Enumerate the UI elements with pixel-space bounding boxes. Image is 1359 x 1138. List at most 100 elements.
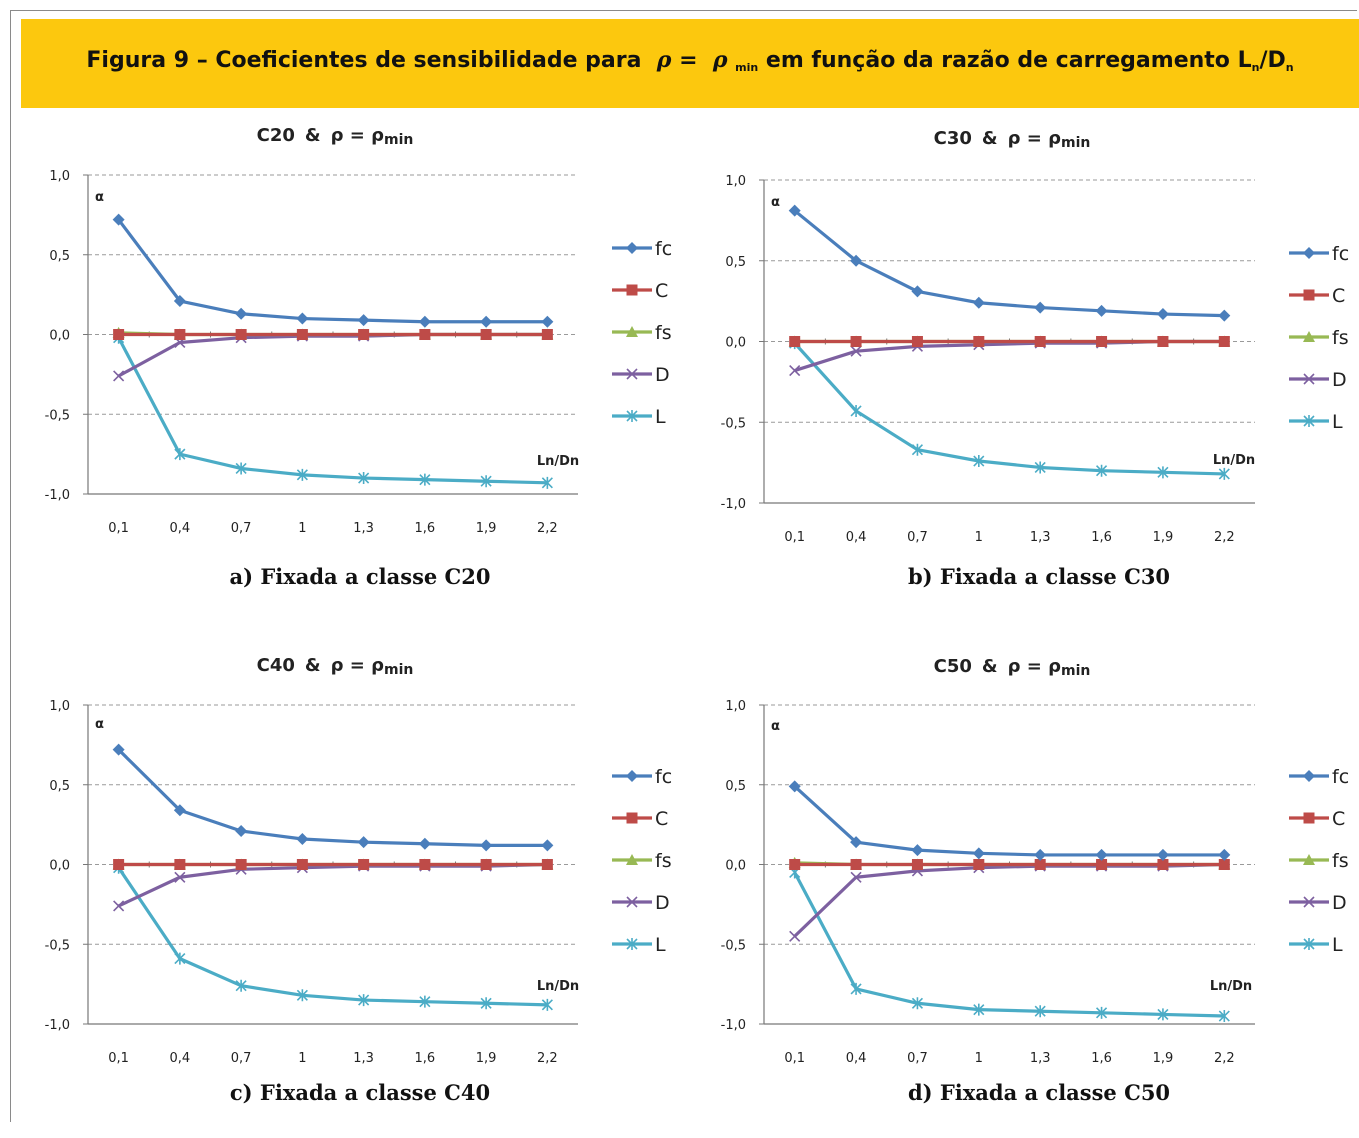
data-point-C bbox=[358, 329, 370, 340]
legend-item-D: D bbox=[1289, 369, 1347, 391]
legend-item-fc: fc bbox=[612, 766, 672, 788]
data-point-D bbox=[789, 365, 801, 377]
legend-item-fc: fc bbox=[1289, 766, 1349, 788]
data-point-fc bbox=[1218, 309, 1231, 322]
data-point-C bbox=[1218, 859, 1230, 870]
data-point-fc bbox=[1034, 848, 1047, 861]
data-point-C bbox=[174, 859, 186, 870]
data-point-L bbox=[1095, 1006, 1108, 1019]
data-point-L bbox=[480, 475, 492, 488]
data-point-D bbox=[113, 370, 125, 382]
x-tick-label: 1 bbox=[975, 530, 983, 545]
legend-label: fs bbox=[655, 322, 672, 344]
series-line-fc bbox=[117, 748, 548, 847]
data-point-D bbox=[789, 930, 801, 942]
y-tick-label: 0,5 bbox=[49, 249, 70, 264]
series-L bbox=[113, 331, 553, 489]
data-point-C bbox=[113, 859, 125, 870]
legend-label: fs bbox=[1332, 327, 1349, 349]
data-point-fc bbox=[788, 780, 801, 793]
x-tick-label: 1 bbox=[975, 1051, 983, 1066]
caption-d: d) Fixada a classe C50 bbox=[907, 1080, 1171, 1105]
data-point-fc bbox=[480, 839, 493, 852]
legend-label: fs bbox=[655, 850, 672, 872]
data-point-C bbox=[789, 336, 801, 347]
data-point-fc bbox=[972, 847, 985, 860]
legend-marker-C bbox=[1303, 812, 1315, 824]
x-tick-label: 1,9 bbox=[476, 521, 497, 536]
data-point-C bbox=[296, 859, 308, 870]
data-point-fc bbox=[112, 213, 125, 226]
legend-item-C: C bbox=[1289, 285, 1345, 307]
series-line-L bbox=[793, 342, 1225, 476]
data-point-fc bbox=[1095, 848, 1108, 861]
legend-marker-D bbox=[626, 896, 638, 908]
series-line-fc bbox=[793, 785, 1225, 857]
x-tick-label: 0,7 bbox=[231, 1051, 252, 1066]
chart-title: C40 & ρ = ρmin bbox=[257, 655, 414, 678]
legend-label: L bbox=[655, 406, 666, 428]
data-point-C bbox=[1034, 336, 1046, 347]
series-D bbox=[789, 858, 1230, 942]
x-tick-label: 1,3 bbox=[353, 521, 374, 536]
data-point-fc bbox=[112, 743, 125, 756]
legend-label: fs bbox=[1332, 850, 1349, 872]
data-point-fc bbox=[296, 312, 309, 325]
data-point-fc bbox=[1156, 308, 1169, 321]
y-tick-label: 1,0 bbox=[725, 174, 746, 189]
data-point-fc bbox=[850, 254, 863, 267]
data-point-L bbox=[911, 443, 924, 456]
data-point-C bbox=[174, 329, 186, 340]
legend: fc Cfs DL bbox=[1289, 243, 1349, 433]
series-fc bbox=[788, 204, 1231, 322]
data-point-fc bbox=[173, 295, 186, 308]
legend-marker-fs bbox=[626, 326, 638, 337]
y-tick-label: -1,0 bbox=[45, 1018, 70, 1033]
data-point-fc bbox=[1034, 301, 1047, 314]
data-point-fc bbox=[1218, 848, 1231, 861]
x-tick-label: 1,3 bbox=[353, 1051, 374, 1066]
data-point-L bbox=[1218, 1010, 1230, 1023]
data-point-L bbox=[419, 473, 431, 486]
data-point-L bbox=[235, 979, 247, 992]
x-tick-label: 0,4 bbox=[846, 1051, 867, 1066]
data-point-C bbox=[911, 336, 923, 347]
data-point-L bbox=[1034, 1005, 1046, 1018]
x-tick-label: 1,9 bbox=[476, 1051, 497, 1066]
data-point-L bbox=[296, 468, 308, 481]
legend-item-D: D bbox=[612, 892, 670, 914]
series-fc bbox=[112, 213, 554, 328]
data-point-C bbox=[296, 329, 308, 340]
chart-panel-c30: C30 & ρ = ρmin 1,0 0,5 0,0 -0,5 -1,0 0,1 0,4 0,7 1 1… bbox=[679, 108, 1359, 608]
data-point-fc bbox=[357, 836, 370, 849]
y-tick-label: -0,5 bbox=[45, 408, 70, 423]
data-point-fc bbox=[911, 844, 924, 857]
series-fc bbox=[788, 780, 1231, 861]
data-point-C bbox=[480, 329, 492, 340]
figure-header: Figura 9 – Coeficientes de sensibilidade… bbox=[21, 19, 1359, 108]
y-tick-label: 0,0 bbox=[725, 859, 746, 874]
data-point-fc bbox=[418, 315, 431, 328]
chart-panel-c50: C50 & ρ = ρmin 1,0 0,5 0,0 -0,5 -1,0 0,1 0,4 0,7 1 1… bbox=[679, 638, 1359, 1138]
data-point-L bbox=[1157, 1008, 1169, 1021]
legend-marker-fc bbox=[626, 770, 638, 782]
y-tick-label: 0,0 bbox=[49, 859, 70, 874]
y-tick-label: -1,0 bbox=[45, 488, 70, 503]
series-C bbox=[113, 859, 553, 870]
data-point-C bbox=[1218, 336, 1230, 347]
series-line-fc bbox=[117, 218, 548, 324]
x-tick-label: 2,2 bbox=[537, 521, 558, 536]
data-point-L bbox=[419, 995, 431, 1008]
data-point-C bbox=[850, 859, 862, 870]
data-point-L bbox=[296, 989, 308, 1002]
y-axis-label: α bbox=[771, 195, 780, 210]
data-point-C bbox=[850, 336, 862, 347]
data-point-L bbox=[358, 472, 370, 485]
legend-label: D bbox=[655, 892, 670, 914]
y-tick-label: -1,0 bbox=[721, 1018, 746, 1033]
x-tick-label: 1,9 bbox=[1153, 1051, 1174, 1066]
legend-label: D bbox=[1332, 369, 1347, 391]
legend-item-L: L bbox=[612, 406, 666, 428]
y-tick-label: 0,5 bbox=[725, 779, 746, 794]
legend-item-fs: fs bbox=[612, 322, 672, 344]
